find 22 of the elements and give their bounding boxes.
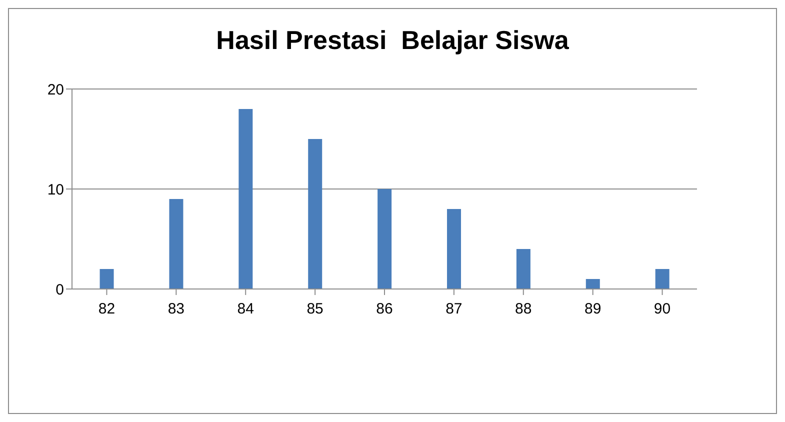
- bar: [238, 109, 253, 289]
- x-tick-label: 90: [654, 300, 671, 318]
- bar: [169, 199, 184, 289]
- x-tick-label: 87: [446, 300, 462, 318]
- x-tick-label: 86: [376, 300, 393, 318]
- bar: [378, 189, 392, 289]
- bar: [516, 249, 530, 289]
- x-tick-label: 82: [98, 300, 116, 318]
- x-tick-label: 85: [306, 300, 324, 318]
- x-tick-label: 83: [168, 300, 185, 318]
- chart-title: Hasil Prestasi Belajar Siswa: [215, 24, 570, 57]
- x-tick-label: 84: [237, 300, 254, 318]
- x-tick-label: 88: [515, 300, 532, 318]
- bar: [655, 269, 670, 289]
- y-tick-label: 20: [47, 81, 64, 98]
- y-tick-label: 10: [47, 181, 64, 198]
- bar: [100, 269, 114, 289]
- bar: [447, 209, 461, 289]
- x-tick-label: 89: [584, 300, 602, 318]
- bar: [308, 139, 322, 289]
- bar: [586, 279, 600, 289]
- y-tick-label: 0: [56, 281, 64, 298]
